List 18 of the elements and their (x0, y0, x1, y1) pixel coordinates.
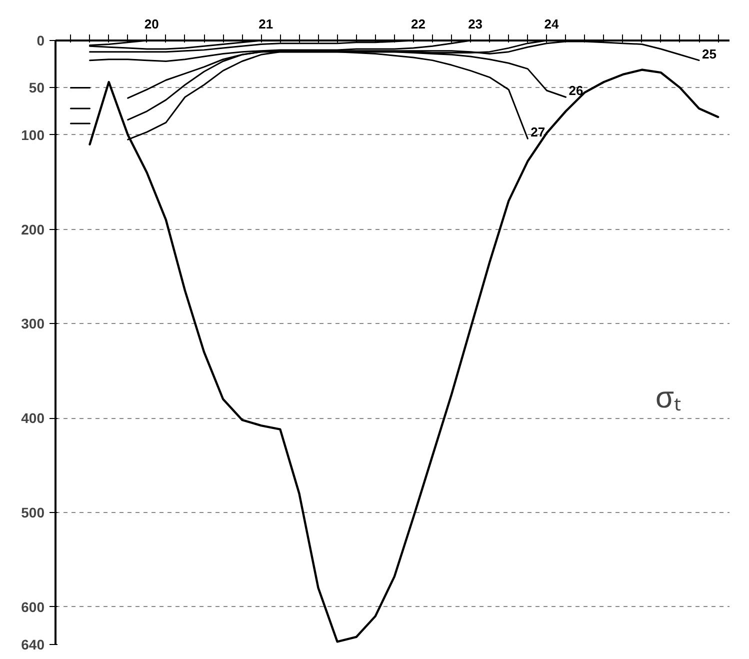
y-tick-label: 0 (36, 32, 45, 48)
legend-label: 25 (702, 46, 717, 62)
y-tick-label: 400 (21, 410, 45, 426)
y-tick-label: 100 (21, 126, 45, 143)
y-tick-label: 200 (21, 221, 45, 238)
y-tick-label: 300 (21, 316, 45, 332)
y-tick-label: 50 (28, 80, 45, 96)
series-label: 27 (530, 124, 546, 140)
series-label: 21 (258, 16, 274, 32)
annotation: σₜ (656, 382, 682, 414)
y-tick-label: 640 (21, 636, 45, 652)
series-label: 24 (544, 16, 560, 32)
y-tick-label: 600 (21, 598, 45, 615)
series-label: 26 (568, 83, 584, 98)
series-label: 23 (468, 16, 483, 32)
series-label: 22 (410, 16, 426, 32)
y-tick-label: 500 (21, 504, 45, 520)
series-label: 20 (144, 16, 159, 32)
